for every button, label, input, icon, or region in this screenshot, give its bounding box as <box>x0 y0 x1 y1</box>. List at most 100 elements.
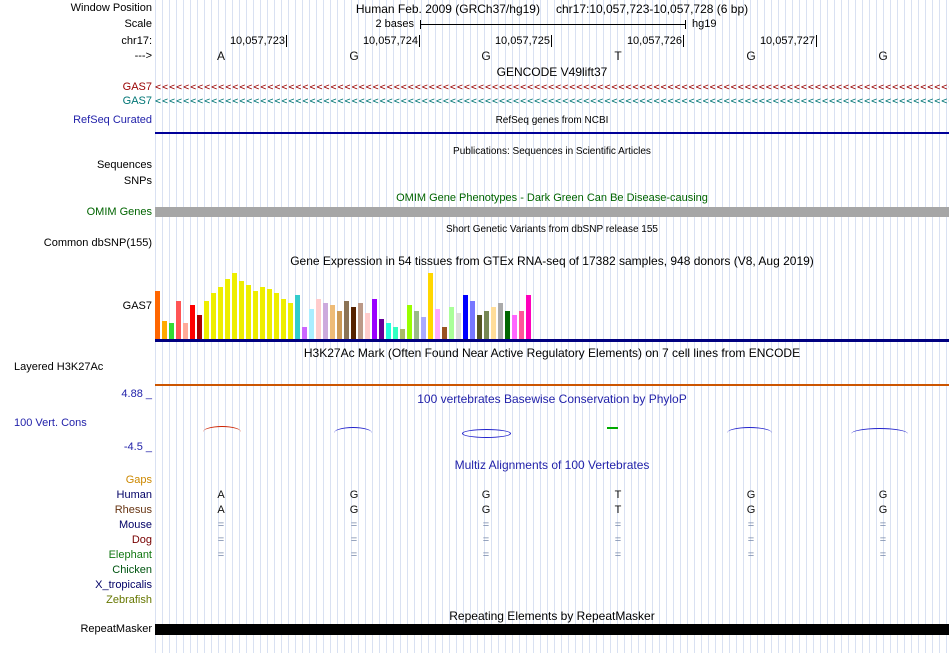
phylop-mark <box>727 427 772 433</box>
refseq-gene-bar[interactable] <box>155 132 949 134</box>
h3k27ac-signal-line[interactable] <box>155 384 949 386</box>
gtex-bar <box>372 299 377 339</box>
gtex-bar <box>330 305 335 339</box>
alignment-cell: = <box>217 534 225 546</box>
track-title-conservation[interactable]: 100 vertebrates Basewise Conservation by… <box>417 392 687 406</box>
track-title-gencode[interactable]: GENCODE V49lift37 <box>496 65 608 79</box>
alignment-cell: = <box>217 519 225 531</box>
track-title-refseq[interactable]: RefSeq genes from NCBI <box>495 115 609 126</box>
gtex-bar <box>512 315 517 339</box>
gtex-bar <box>414 311 419 339</box>
base-letter: A <box>216 49 225 63</box>
omim-gene-bar[interactable] <box>155 207 949 217</box>
track-title-h3k27ac[interactable]: H3K27Ac Mark (Often Found Near Active Re… <box>303 346 801 360</box>
scale-value: 2 bases <box>375 18 414 30</box>
track-label-sequences[interactable]: Sequences <box>96 159 152 171</box>
conservation-min-value: -4.5 _ <box>123 441 152 453</box>
gtex-bar-chart[interactable] <box>155 271 531 339</box>
alignment-cell: G <box>878 504 888 516</box>
coordinate-label: 10,057,724 <box>362 35 420 47</box>
gtex-bar <box>435 309 440 339</box>
gtex-bar <box>323 303 328 339</box>
scale-label: Scale <box>124 18 152 30</box>
track-label-gas7-gencode-1[interactable]: GAS7 <box>122 81 152 93</box>
track-label-rhesus[interactable]: Rhesus <box>114 504 152 516</box>
track-title-multiz[interactable]: Multiz Alignments of 100 Vertebrates <box>454 458 650 472</box>
alignment-cell: = <box>350 534 358 546</box>
track-title-gtex[interactable]: Gene Expression in 54 tissues from GTEx … <box>290 254 814 268</box>
track-label-refseq-curated[interactable]: RefSeq Curated <box>73 114 152 126</box>
phylop-mark <box>203 426 241 432</box>
gtex-bar <box>274 293 279 339</box>
track-label-chicken[interactable]: Chicken <box>112 564 152 576</box>
window-position-label: Window Position <box>70 2 152 14</box>
coordinate-label: 10,057,723 <box>229 35 287 47</box>
coordinate-label: 10,057,726 <box>626 35 684 47</box>
gene-line-gas7-2[interactable]: <<<<<<<<<<<<<<<<<<<<<<<<<<<<<<<<<<<<<<<<… <box>155 96 949 107</box>
gtex-bar <box>281 299 286 339</box>
track-label-elephant[interactable]: Elephant <box>108 549 152 561</box>
alignment-row-mouse: = = = = = = <box>155 519 949 532</box>
track-label-mouse[interactable]: Mouse <box>118 519 152 531</box>
gtex-bar <box>337 311 342 339</box>
phylop-mark <box>607 427 618 429</box>
grid-guidelines <box>155 0 949 653</box>
coordinate-row: 10,057,723 10,057,724 10,057,725 10,057,726… <box>155 35 949 49</box>
alignment-cell: T <box>614 504 622 516</box>
alignment-cell: G <box>746 504 756 516</box>
gtex-bar <box>176 301 181 339</box>
alignment-cell: = <box>747 549 755 561</box>
track-label-zebrafish[interactable]: Zebrafish <box>106 594 152 606</box>
strand-label: ---> <box>134 50 152 62</box>
track-title-dbsnp[interactable]: Short Genetic Variants from dbSNP releas… <box>446 224 658 235</box>
track-label-repeatmasker[interactable]: RepeatMasker <box>80 623 152 635</box>
alignment-cell: = <box>747 534 755 546</box>
gtex-bar <box>344 301 349 339</box>
gtex-bar <box>456 313 461 339</box>
repeatmasker-element-bar[interactable] <box>155 624 949 635</box>
base-letter: G <box>481 49 491 63</box>
gtex-bar <box>400 329 405 339</box>
track-label-gaps[interactable]: Gaps <box>125 474 152 486</box>
gtex-bar <box>358 303 363 339</box>
track-label-omim-genes[interactable]: OMIM Genes <box>86 206 152 218</box>
track-label-gas7-gencode-2[interactable]: GAS7 <box>122 95 152 107</box>
alignment-cell: G <box>349 489 359 501</box>
scale-bar <box>420 20 686 29</box>
gtex-bar <box>505 311 510 339</box>
position-range: chr17:10,057,723-10,057,728 (6 bp) <box>555 2 749 16</box>
track-label-100-vert-cons[interactable]: 100 Vert. Cons <box>14 417 87 429</box>
base-letter: G <box>746 49 756 63</box>
alignment-cell: = <box>482 549 490 561</box>
track-label-gtex-gas7[interactable]: GAS7 <box>122 300 152 312</box>
alignment-cell: A <box>217 504 225 516</box>
alignment-cell: = <box>350 549 358 561</box>
track-label-layered-h3k27ac[interactable]: Layered H3K27Ac <box>14 361 104 373</box>
gtex-bar <box>470 301 475 339</box>
track-label-dog[interactable]: Dog <box>131 534 152 546</box>
track-title-omim[interactable]: OMIM Gene Phenotypes - Dark Green Can Be… <box>396 192 708 204</box>
gtex-bar <box>260 287 265 339</box>
track-label-snps[interactable]: SNPs <box>123 175 152 187</box>
gtex-bar <box>421 317 426 339</box>
gtex-bar <box>365 313 370 339</box>
gene-line-gas7-1[interactable]: <<<<<<<<<<<<<<<<<<<<<<<<<<<<<<<<<<<<<<<<… <box>155 82 949 93</box>
track-label-common-dbsnp[interactable]: Common dbSNP(155) <box>43 237 152 249</box>
track-label-human[interactable]: Human <box>116 489 152 501</box>
gtex-bar <box>477 315 482 339</box>
phylop-mark <box>462 429 511 438</box>
gtex-bar <box>484 311 489 339</box>
alignment-row-elephant: = = = = = = <box>155 549 949 562</box>
alignment-cell: = <box>614 534 622 546</box>
track-title-repeatmasker[interactable]: Repeating Elements by RepeatMasker <box>449 609 655 623</box>
alignment-cell: G <box>349 504 359 516</box>
track-title-publications[interactable]: Publications: Sequences in Scientific Ar… <box>453 146 651 157</box>
gtex-bar <box>288 303 293 339</box>
alignment-cell: T <box>614 489 622 501</box>
track-label-x_tropicalis[interactable]: X_tropicalis <box>95 579 152 591</box>
gtex-bar <box>232 273 237 339</box>
